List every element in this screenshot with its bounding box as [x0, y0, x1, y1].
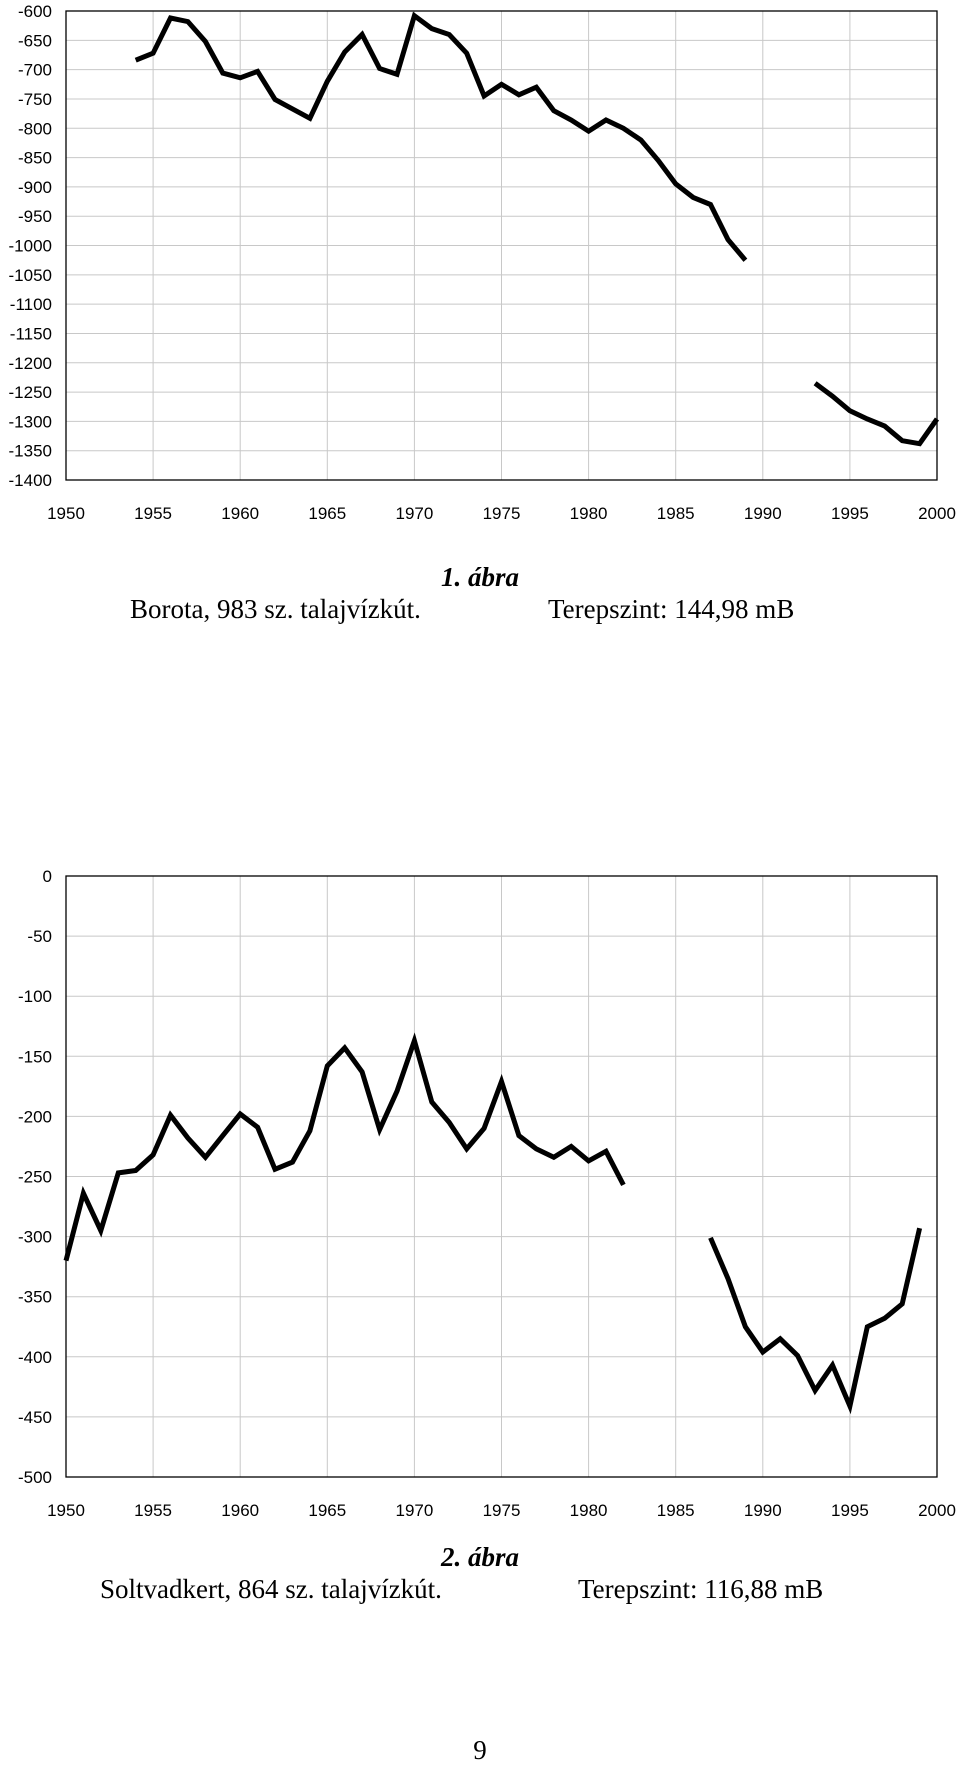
- c2-y-tick-label: -150: [18, 1047, 52, 1066]
- c1-x-tick-label: 1950: [47, 504, 85, 523]
- figure-1-label: 1. ábra: [440, 562, 519, 592]
- c2-y-tick-label: -450: [18, 1408, 52, 1427]
- c1-x-tick-label: 1980: [570, 504, 608, 523]
- c1-x-tick-label: 1960: [221, 504, 259, 523]
- c2-x-tick-label: 1960: [221, 1501, 259, 1520]
- c2-y-tick-label: -200: [18, 1107, 52, 1126]
- c2-y-tick-label: -50: [27, 927, 52, 946]
- c2-x-tick-label: 1995: [831, 1501, 869, 1520]
- c2-x-tick-label: 1980: [570, 1501, 608, 1520]
- soltvadkert-water-level-chart: 1950 1955 1960 1965 1970 1975 1980 1985 1990 1995…: [18, 867, 956, 1520]
- c2-x-tick-label: 1965: [308, 1501, 346, 1520]
- figure-1-ground-level: Terepszint: 144,98 mB: [548, 594, 795, 624]
- c1-x-tick-label: 1955: [134, 504, 172, 523]
- c1-x-tick-label: 1970: [395, 504, 433, 523]
- c2-x-tick-label: 1975: [483, 1501, 521, 1520]
- page-number: 9: [473, 1735, 487, 1765]
- c1-y-tick-label: -750: [18, 90, 52, 109]
- c1-y-tick-label: -700: [18, 61, 52, 80]
- c1-y-tick-label: -1050: [9, 266, 52, 285]
- c2-y-tick-label: -300: [18, 1228, 52, 1247]
- c2-y-tick-label: -100: [18, 987, 52, 1006]
- c2-y-tick-label: -400: [18, 1348, 52, 1367]
- c2-x-tick-label: 1990: [744, 1501, 782, 1520]
- borota-water-level-chart: 1950 1955 1960 1965 1970 1975 1980 1985 1990 1995…: [9, 2, 956, 523]
- c1-y-tick-label: -1150: [10, 324, 52, 343]
- c1-x-tick-label: 1985: [657, 504, 695, 523]
- c1-y-tick-label: -1300: [9, 412, 52, 431]
- c1-plot-frame: [65, 10, 938, 481]
- c2-plot-frame: [65, 875, 938, 1478]
- c1-y-tick-label: -900: [18, 178, 52, 197]
- c1-y-tick-label: -800: [18, 119, 52, 138]
- c2-series-line-segment-2: [708, 1227, 923, 1415]
- figure-2-label: 2. ábra: [440, 1542, 519, 1572]
- c1-y-tick-label: -850: [18, 149, 52, 168]
- c1-y-tick-label: -1200: [9, 354, 52, 373]
- c2-y-tick-label: -350: [18, 1288, 52, 1307]
- figure-2-well-name: Soltvadkert, 864 sz. talajvízkút.: [100, 1574, 442, 1604]
- c1-y-tick-label: -600: [18, 2, 52, 21]
- c2-x-tick-label: 1985: [657, 1501, 695, 1520]
- c1-series-line-segment-1: [134, 11, 748, 262]
- c2-x-tick-label: 1950: [47, 1501, 85, 1520]
- c2-y-tick-label: 0: [43, 867, 52, 886]
- c1-x-tick-label: 1975: [483, 504, 521, 523]
- c2-y-tick-label: -500: [18, 1468, 52, 1487]
- c2-x-tick-label: 1955: [134, 1501, 172, 1520]
- c1-y-tick-label: -1250: [9, 383, 52, 402]
- c1-series-line-segment-2: [813, 381, 940, 447]
- c1-y-tick-label: -650: [18, 31, 52, 50]
- c2-x-tick-label: 2000: [918, 1501, 956, 1520]
- c1-y-tick-label: -950: [18, 207, 52, 226]
- figure-1-well-name: Borota, 983 sz. talajvízkút.: [130, 594, 421, 624]
- c1-x-tick-label: 1995: [831, 504, 869, 523]
- c1-x-tick-label: 1965: [308, 504, 346, 523]
- c1-y-tick-label: -1100: [10, 295, 52, 314]
- c2-x-tick-label: 1970: [395, 1501, 433, 1520]
- c1-y-tick-label: -1350: [9, 442, 52, 461]
- c2-y-tick-label: -250: [18, 1168, 52, 1187]
- c1-x-tick-label: 1990: [744, 504, 782, 523]
- figure-2-ground-level: Terepszint: 116,88 mB: [578, 1574, 824, 1604]
- c1-y-tick-label: -1400: [9, 471, 52, 490]
- c1-x-tick-label: 2000: [918, 504, 956, 523]
- c1-y-tick-label: -1000: [9, 237, 52, 256]
- c2-series-line-segment-1: [63, 1032, 626, 1262]
